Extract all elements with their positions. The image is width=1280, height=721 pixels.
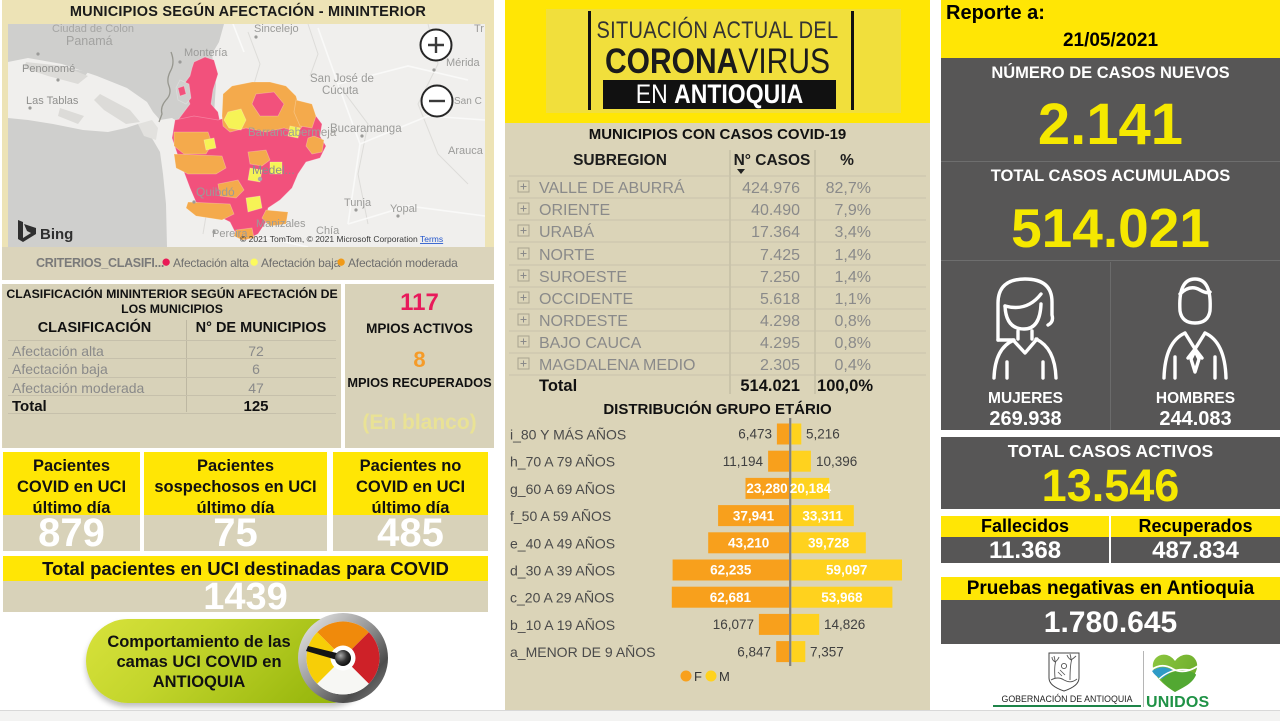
svg-text:7.250: 7.250 xyxy=(760,269,800,286)
svg-text:82,7%: 82,7% xyxy=(826,180,871,197)
svg-text:62,681: 62,681 xyxy=(710,590,752,605)
svg-text:i_80 Y MÁS AÑOS: i_80 Y MÁS AÑOS xyxy=(510,427,626,443)
svg-text:Bucaramanga: Bucaramanga xyxy=(330,123,402,135)
svg-text:N° CASOS: N° CASOS xyxy=(734,152,811,169)
svg-text:1,4%: 1,4% xyxy=(835,269,871,286)
svg-text:4.295: 4.295 xyxy=(760,335,800,352)
svg-text:7,9%: 7,9% xyxy=(835,202,871,219)
svg-text:ORIENTE: ORIENTE xyxy=(539,202,610,219)
svg-text:3,4%: 3,4% xyxy=(835,224,871,241)
svg-text:f_50 A 59 AÑOS: f_50 A 59 AÑOS xyxy=(510,508,611,524)
svg-text:33,311: 33,311 xyxy=(802,508,843,523)
svg-text:NORTE: NORTE xyxy=(539,247,595,264)
svg-text:Pereira: Pereira xyxy=(212,228,248,240)
svg-text:0,8%: 0,8% xyxy=(835,313,871,330)
svg-text:d_30 A 39 AÑOS: d_30 A 39 AÑOS xyxy=(510,563,615,579)
svg-text:San José de: San José de xyxy=(310,73,374,85)
svg-text:NORDESTE: NORDESTE xyxy=(539,313,628,330)
svg-text:59,097: 59,097 xyxy=(826,563,867,578)
svg-text:20,184: 20,184 xyxy=(790,481,832,496)
svg-text:g_60 A 69 AÑOS: g_60 A 69 AÑOS xyxy=(510,481,615,497)
svg-text:a_MENOR DE 9 AÑOS: a_MENOR DE 9 AÑOS xyxy=(510,644,656,660)
svg-text:1,1%: 1,1% xyxy=(835,291,871,308)
svg-text:Ciudad de Colon: Ciudad de Colon xyxy=(52,24,134,35)
svg-text:BAJO CAUCA: BAJO CAUCA xyxy=(539,335,642,352)
svg-text:%: % xyxy=(840,152,854,169)
svg-text:Terms: Terms xyxy=(420,234,443,244)
svg-text:0,8%: 0,8% xyxy=(835,335,871,352)
svg-text:Manizales: Manizales xyxy=(256,218,306,230)
svg-text:62,235: 62,235 xyxy=(710,563,752,578)
svg-text:17.364: 17.364 xyxy=(751,224,800,241)
svg-text:4.298: 4.298 xyxy=(760,313,800,330)
svg-text:VALLE DE ABURRÁ: VALLE DE ABURRÁ xyxy=(539,178,685,197)
svg-text:11,194: 11,194 xyxy=(723,454,764,469)
svg-text:Medel...: Medel... xyxy=(252,163,295,177)
svg-text:OCCIDENTE: OCCIDENTE xyxy=(539,291,633,308)
svg-text:424.976: 424.976 xyxy=(742,180,800,197)
svg-text:c_20 A 29 AÑOS: c_20 A 29 AÑOS xyxy=(510,590,614,606)
svg-text:Barrancabermeja: Barrancabermeja xyxy=(248,127,337,139)
svg-text:5,216: 5,216 xyxy=(806,427,840,442)
svg-text:Sincelejo: Sincelejo xyxy=(254,24,299,35)
svg-text:Tr: Tr xyxy=(474,24,484,35)
svg-text:5.618: 5.618 xyxy=(760,291,800,308)
svg-text:Montería: Montería xyxy=(184,47,228,59)
svg-text:SUBREGION: SUBREGION xyxy=(573,152,667,169)
svg-text:© 2021 TomTom, © 2021 Microsof: © 2021 TomTom, © 2021 Microsoft Corporat… xyxy=(240,234,418,244)
svg-text:100,0%: 100,0% xyxy=(817,377,873,395)
svg-text:7,357: 7,357 xyxy=(810,644,844,659)
svg-text:514.021: 514.021 xyxy=(740,377,800,395)
svg-text:39,728: 39,728 xyxy=(808,536,850,551)
svg-text:37,941: 37,941 xyxy=(733,508,775,523)
svg-text:Panamá: Panamá xyxy=(66,34,113,48)
svg-text:F: F xyxy=(694,669,702,684)
svg-text:Penonomé: Penonomé xyxy=(22,63,75,75)
svg-text:10,396: 10,396 xyxy=(816,454,857,469)
svg-text:Yopal: Yopal xyxy=(390,203,417,215)
svg-text:SUROESTE: SUROESTE xyxy=(539,269,627,286)
svg-text:Las Tablas: Las Tablas xyxy=(26,95,79,107)
svg-text:Arauca: Arauca xyxy=(448,145,484,157)
svg-text:MAGDALENA MEDIO: MAGDALENA MEDIO xyxy=(539,357,695,374)
svg-text:e_40 A 49 AÑOS: e_40 A 49 AÑOS xyxy=(510,535,615,551)
svg-text:Chía: Chía xyxy=(316,225,340,237)
svg-text:URABÁ: URABÁ xyxy=(539,222,594,241)
svg-text:43,210: 43,210 xyxy=(728,536,769,551)
svg-text:53,968: 53,968 xyxy=(821,590,863,605)
svg-text:Bing: Bing xyxy=(40,226,73,243)
svg-text:Total: Total xyxy=(539,377,577,395)
svg-text:14,826: 14,826 xyxy=(824,617,865,632)
svg-text:16,077: 16,077 xyxy=(713,617,754,632)
svg-text:Tunja: Tunja xyxy=(344,197,372,209)
svg-text:M: M xyxy=(719,669,730,684)
svg-text:7.425: 7.425 xyxy=(760,247,800,264)
svg-text:6,473: 6,473 xyxy=(738,427,772,442)
svg-text:6,847: 6,847 xyxy=(737,644,771,659)
svg-text:b_10 A 19 AÑOS: b_10 A 19 AÑOS xyxy=(510,617,615,633)
svg-text:Quibdó: Quibdó xyxy=(196,185,235,199)
svg-text:1,4%: 1,4% xyxy=(835,247,871,264)
svg-text:0,4%: 0,4% xyxy=(835,357,871,374)
svg-text:Mérida: Mérida xyxy=(446,57,481,69)
svg-text:2.305: 2.305 xyxy=(760,357,800,374)
svg-text:San C: San C xyxy=(454,96,482,107)
svg-text:23,280: 23,280 xyxy=(746,481,787,496)
svg-text:40.490: 40.490 xyxy=(751,202,800,219)
svg-text:Cúcuta: Cúcuta xyxy=(322,85,359,97)
svg-text:h_70 A 79 AÑOS: h_70 A 79 AÑOS xyxy=(510,454,615,470)
